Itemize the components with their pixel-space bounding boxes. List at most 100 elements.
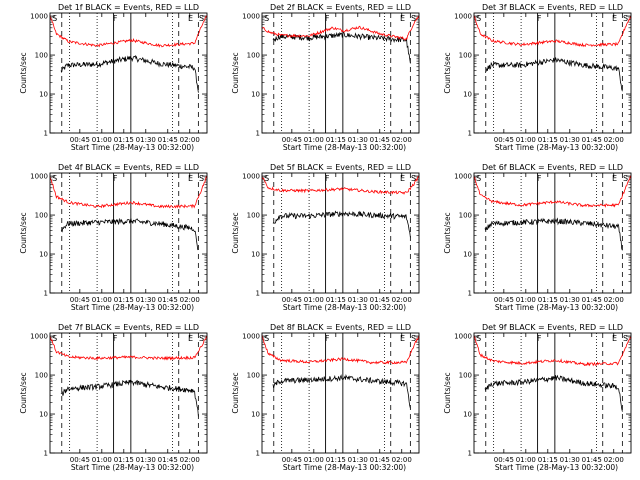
series-line-events	[60, 217, 199, 251]
event-marker-s: S	[264, 14, 269, 23]
y-tick-label: 1	[44, 130, 48, 138]
x-tick-label: 01:15	[326, 456, 346, 464]
x-axis-label: Start Time (28-May-13 00:32:00)	[283, 303, 406, 312]
plot-frame	[261, 332, 420, 454]
series-line-events	[60, 379, 199, 417]
x-tick-label: 01:45	[370, 136, 390, 144]
x-axis-label: Start Time (28-May-13 00:32:00)	[495, 143, 618, 152]
x-tick-label: 01:45	[158, 136, 178, 144]
x-axis-label: Start Time (28-May-13 00:32:00)	[495, 463, 618, 472]
x-tick-label: 01:45	[158, 456, 178, 464]
x-tick-label: 01:45	[370, 296, 390, 304]
chart-title: Det 9f BLACK = Events, RED = LLD	[482, 323, 623, 332]
series-line-lld	[473, 15, 632, 48]
series-line-events	[485, 57, 623, 92]
x-axis-label: Start Time (28-May-13 00:32:00)	[283, 463, 406, 472]
x-tick-label: 01:30	[136, 456, 156, 464]
event-marker-s: S	[52, 334, 57, 343]
y-tick-label: 10	[39, 411, 48, 419]
y-tick-label: 1	[256, 290, 260, 298]
series-line-lld	[261, 334, 420, 365]
x-tick-label: 00:45	[494, 456, 514, 464]
event-marker-s: S	[264, 174, 269, 183]
x-tick-label: 01:00	[304, 296, 324, 304]
chart-panel-5: Det 5f BLACK = Events, RED = LLD Counts/s…	[231, 163, 420, 312]
x-tick-label: 02:00	[604, 456, 624, 464]
y-tick-label: 1	[256, 450, 260, 458]
y-tick-label: 10	[251, 411, 260, 419]
y-tick-label: 1000	[454, 333, 472, 341]
x-tick-label: 00:45	[70, 456, 90, 464]
x-tick-label: 01:00	[92, 296, 112, 304]
event-marker-s: S	[476, 14, 481, 23]
event-marker-s: S	[623, 14, 628, 23]
y-tick-label: 1	[468, 450, 472, 458]
x-tick-label: 00:45	[282, 136, 302, 144]
chart-panel-7: Det 7f BLACK = Events, RED = LLD Counts/s…	[19, 323, 208, 472]
y-tick-label: 1	[44, 290, 48, 298]
chart-panel-2: Det 2f BLACK = Events, RED = LLD Counts/s…	[231, 3, 420, 152]
y-tick-label: 1000	[454, 173, 472, 181]
y-tick-label: 1000	[242, 173, 260, 181]
x-tick-label: 00:45	[70, 296, 90, 304]
y-tick-label: 10	[39, 251, 48, 259]
x-tick-label: 01:00	[516, 296, 536, 304]
x-axis-label: Start Time (28-May-13 00:32:00)	[71, 303, 194, 312]
y-tick-label: 100	[459, 212, 472, 220]
chart-title: Det 8f BLACK = Events, RED = LLD	[270, 323, 411, 332]
series-line-lld	[261, 15, 420, 41]
x-tick-label: 02:00	[180, 296, 200, 304]
event-marker-e: E	[400, 334, 405, 343]
event-marker-f: F	[537, 334, 542, 343]
x-tick-label: 02:00	[604, 296, 624, 304]
x-tick-label: 01:30	[136, 296, 156, 304]
chart-panel-6: Det 6f BLACK = Events, RED = LLD Counts/s…	[443, 163, 632, 312]
y-axis-label: Counts/sec	[19, 52, 28, 93]
x-tick-label: 01:00	[92, 136, 112, 144]
x-tick-label: 01:45	[582, 456, 602, 464]
x-tick-label: 01:45	[582, 296, 602, 304]
y-axis-label: Counts/sec	[231, 372, 240, 413]
chart-panel-3: Det 3f BLACK = Events, RED = LLD Counts/s…	[443, 3, 632, 152]
y-tick-label: 1	[468, 290, 472, 298]
y-axis-label: Counts/sec	[231, 52, 240, 93]
series-line-events	[484, 217, 623, 251]
x-tick-label: 01:15	[538, 296, 558, 304]
event-marker-f: F	[325, 334, 330, 343]
event-marker-e: E	[188, 14, 193, 23]
x-tick-label: 01:30	[348, 136, 368, 144]
y-tick-label: 10	[463, 251, 472, 259]
y-tick-label: 100	[459, 372, 472, 380]
x-tick-label: 01:45	[582, 136, 602, 144]
event-marker-s: S	[52, 174, 57, 183]
y-tick-label: 100	[247, 372, 260, 380]
y-tick-label: 10	[251, 91, 260, 99]
x-tick-label: 02:00	[180, 456, 200, 464]
series-line-lld	[49, 175, 208, 209]
chart-title: Det 4f BLACK = Events, RED = LLD	[58, 163, 199, 172]
x-tick-label: 00:45	[282, 456, 302, 464]
y-axis-label: Counts/sec	[443, 372, 452, 413]
y-tick-label: 100	[35, 212, 48, 220]
y-tick-label: 1000	[242, 13, 260, 21]
y-axis-label: Counts/sec	[443, 52, 452, 93]
x-axis-label: Start Time (28-May-13 00:32:00)	[71, 463, 194, 472]
series-line-lld	[49, 14, 208, 48]
chart-panel-1: Det 1f BLACK = Events, RED = LLD Counts/s…	[19, 3, 208, 152]
event-marker-e: E	[612, 334, 617, 343]
plot-frame	[473, 332, 632, 454]
x-tick-label: 01:15	[114, 136, 134, 144]
x-axis-label: Start Time (28-May-13 00:32:00)	[283, 143, 406, 152]
x-tick-label: 02:00	[392, 296, 412, 304]
x-tick-label: 01:15	[326, 296, 346, 304]
event-marker-s: S	[623, 334, 628, 343]
x-tick-label: 02:00	[392, 136, 412, 144]
x-axis-label: Start Time (28-May-13 00:32:00)	[71, 143, 194, 152]
x-tick-label: 01:30	[348, 296, 368, 304]
x-tick-label: 01:30	[560, 456, 580, 464]
y-tick-label: 100	[459, 52, 472, 60]
chart-panel-8: Det 8f BLACK = Events, RED = LLD Counts/s…	[231, 323, 420, 472]
y-axis-label: Counts/sec	[19, 212, 28, 253]
y-tick-label: 10	[463, 91, 472, 99]
